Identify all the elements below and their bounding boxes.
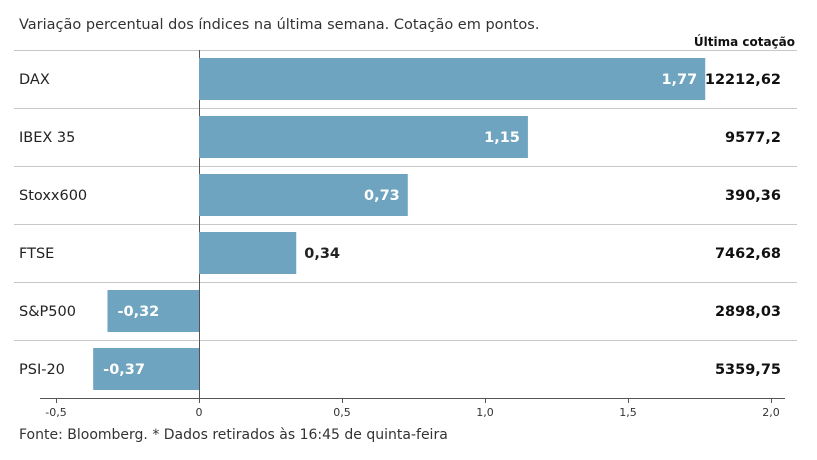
bar-1 [199, 116, 528, 158]
last-quote-value: 5359,75 [715, 362, 781, 378]
bar-0 [199, 58, 706, 100]
x-tick-label: 1,0 [476, 406, 494, 419]
category-label: PSI-20 [19, 362, 65, 378]
data-label: 0,73 [364, 188, 400, 204]
category-label: IBEX 35 [19, 130, 75, 146]
bar-3 [199, 232, 297, 274]
data-label: -0,37 [103, 362, 145, 378]
x-tick-label: -0,5 [45, 406, 66, 419]
chart-source: Fonte: Bloomberg. * Dados retirados às 1… [19, 427, 448, 443]
category-label: S&P500 [19, 304, 76, 320]
bar-2 [199, 174, 408, 216]
x-tick-label: 0 [196, 406, 203, 419]
x-tick-label: 0,5 [333, 406, 351, 419]
x-tick-label: 2,0 [762, 406, 780, 419]
last-quote-value: 12212,62 [705, 72, 781, 88]
category-label: FTSE [19, 246, 54, 262]
last-quote-header: Última cotação [693, 35, 795, 49]
data-label: 1,15 [484, 130, 520, 146]
data-label: 1,77 [661, 72, 697, 88]
data-label: -0,32 [117, 304, 159, 320]
bar-5 [93, 348, 199, 390]
last-quote-value: 7462,68 [715, 246, 781, 262]
category-label: DAX [19, 72, 50, 88]
last-quote-value: 9577,2 [725, 130, 781, 146]
data-label: 0,34 [304, 246, 340, 262]
last-quote-value: 390,36 [725, 188, 781, 204]
last-quote-value: 2898,03 [715, 304, 781, 320]
chart-subtitle: Variação percentual dos índices na últim… [19, 17, 540, 33]
category-label: Stoxx600 [19, 188, 87, 204]
bar-4 [107, 290, 199, 332]
x-tick-label: 1,5 [619, 406, 637, 419]
